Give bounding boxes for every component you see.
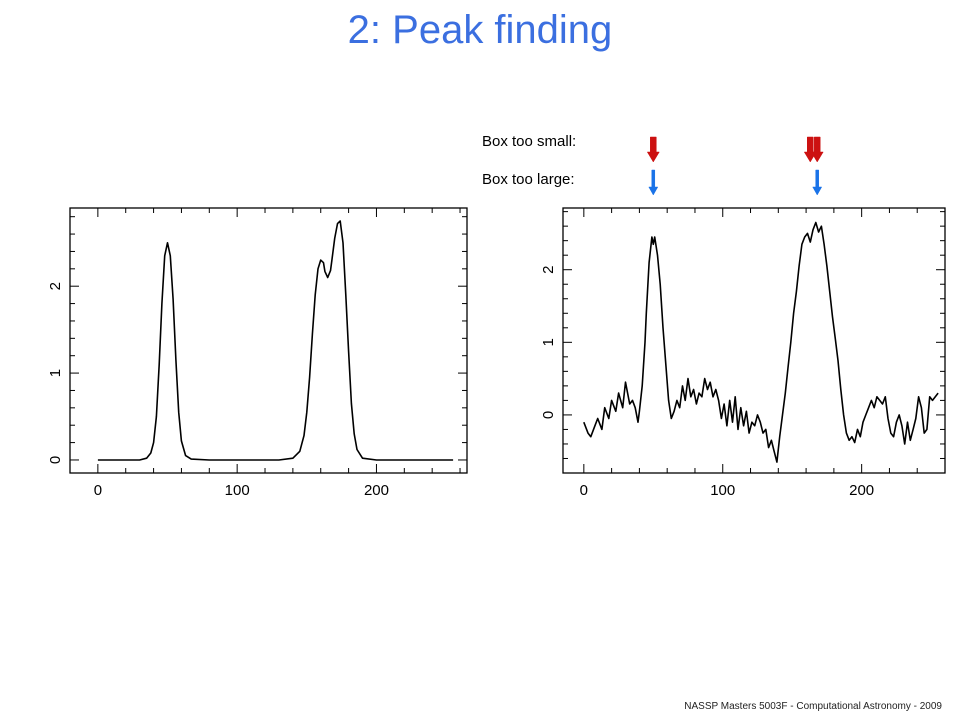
right-plot-x-tick-label: 0 [580, 482, 588, 499]
left-plot-y-tick-label: 1 [47, 369, 64, 377]
left-plot: 0 100 200 0 1 2 [47, 207, 468, 499]
left-plot-series-line [97, 220, 454, 461]
box-too-large-arrow [648, 169, 659, 196]
legend-label-box-too-large: Box too large: [482, 171, 575, 188]
right-plot-y-tick-label: 1 [540, 338, 557, 346]
left-plot-x-tick-label: 0 [94, 482, 102, 499]
left-plot-frame [69, 207, 468, 474]
box-too-large-arrow [812, 169, 823, 196]
left-plot-y-tick-label: 0 [47, 456, 64, 464]
legend-label-box-too-small: Box too small: [482, 133, 577, 150]
box-too-small-arrow [810, 136, 824, 163]
right-plot-frame [562, 207, 946, 474]
left-plot-y-tick-label: 2 [47, 282, 64, 290]
right-plot-x-tick-label: 200 [849, 482, 874, 499]
right-plot-x-tick-label: 100 [710, 482, 735, 499]
left-plot-x-tick-label: 100 [225, 482, 250, 499]
right-plot: 0 100 200 0 1 2 [540, 207, 946, 499]
slide-title: 2: Peak finding [347, 8, 613, 52]
left-plot-x-tick-label: 200 [364, 482, 389, 499]
right-plot-y-tick-label: 2 [540, 266, 557, 274]
box-too-small-arrow [646, 136, 660, 163]
slide-footer: NASSP Masters 5003F - Computational Astr… [684, 701, 942, 712]
right-plot-y-tick-label: 0 [540, 411, 557, 419]
right-plot-series-line [583, 221, 939, 463]
marker-arrows [646, 136, 824, 196]
